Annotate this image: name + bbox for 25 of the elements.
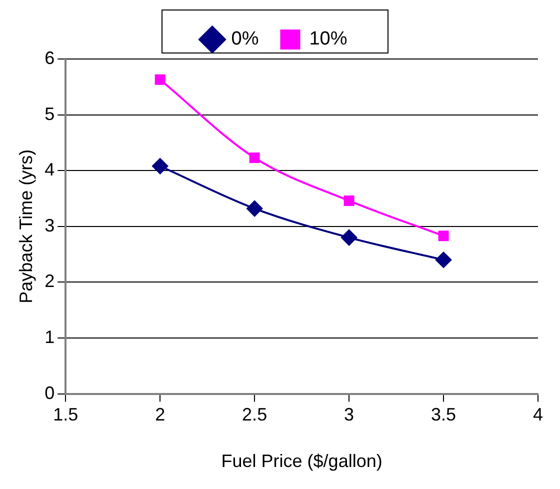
x-axis-title: Fuel Price ($/gallon) <box>221 451 382 472</box>
point <box>154 74 166 85</box>
legend-label: 0% <box>231 28 259 50</box>
point <box>341 230 358 246</box>
point <box>344 195 354 206</box>
x-tick-label: 1.5 <box>53 404 78 425</box>
y-tick-label: 0 <box>44 382 55 403</box>
point <box>246 200 263 217</box>
y-tick-label: 2 <box>44 271 55 292</box>
legend-label: 10% <box>309 28 348 50</box>
point <box>438 230 449 242</box>
y-tick-label: 5 <box>44 104 55 124</box>
x-tick-label: 4 <box>532 404 544 425</box>
x-tick-label: 3 <box>344 404 354 425</box>
x-tick-label: 2 <box>155 404 166 425</box>
point <box>249 152 260 164</box>
y-tick-label: 3 <box>44 215 55 236</box>
y-tick-label: 4 <box>44 160 55 180</box>
x-tick-label: 3.5 <box>431 404 456 425</box>
x-tick-label: 2.5 <box>242 404 268 425</box>
y-tick-label: 1 <box>44 326 55 347</box>
point <box>436 252 452 268</box>
point <box>152 158 168 174</box>
y-axis-title: Payback Time (yrs) <box>16 149 36 304</box>
y-tick-label: 6 <box>44 48 55 68</box>
